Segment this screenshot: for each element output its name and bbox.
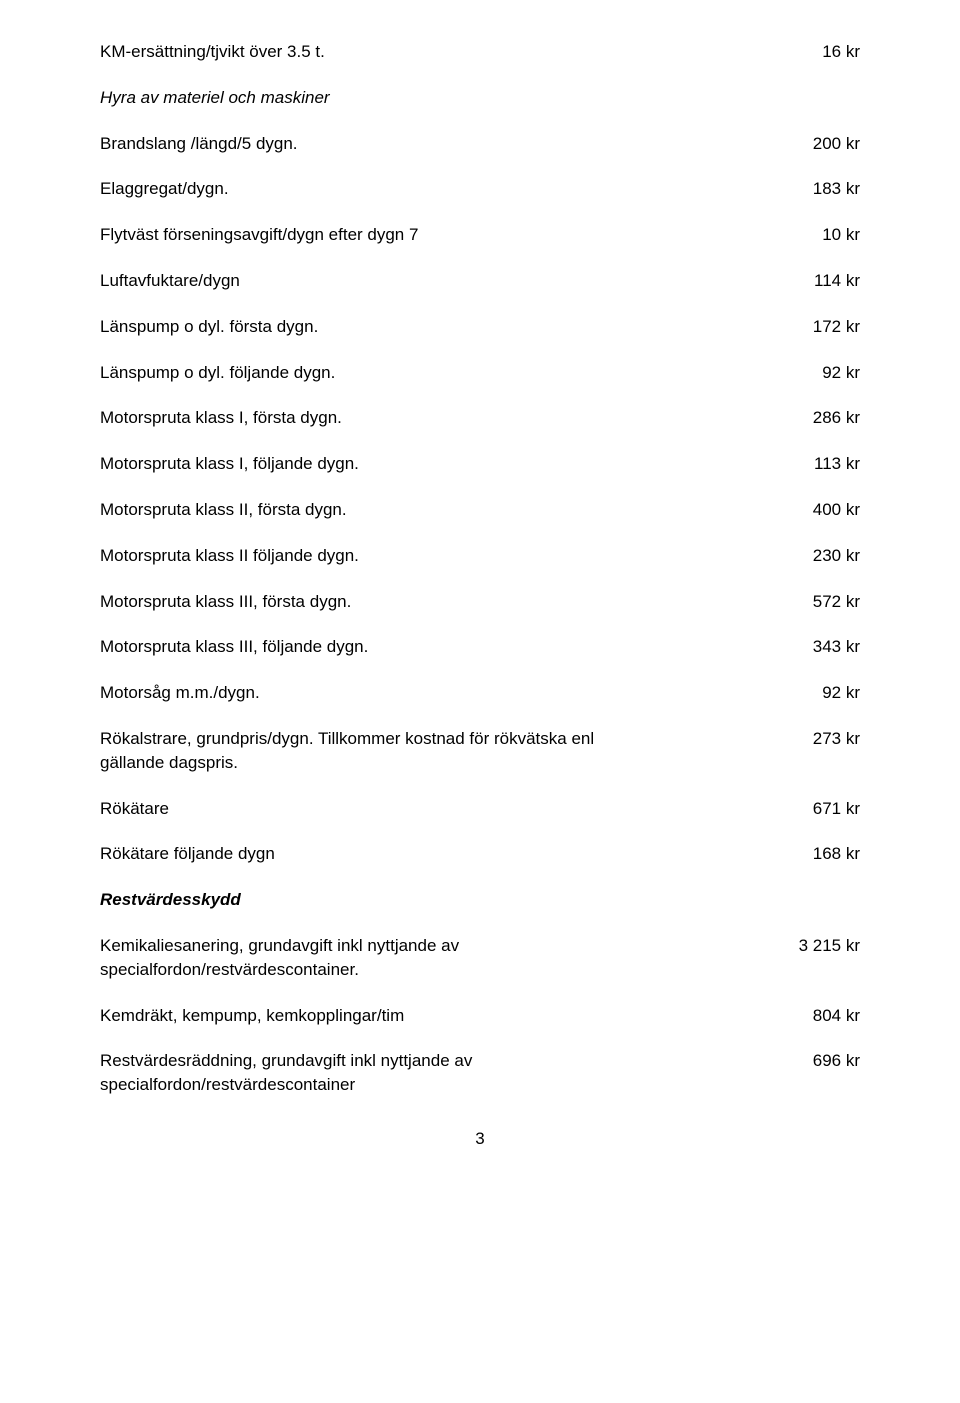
item-label: Restvärdesräddning, grundavgift inkl nyt… xyxy=(100,1049,660,1097)
item-label: Länspump o dyl. följande dygn. xyxy=(100,361,802,385)
item-value: 183 kr xyxy=(793,177,860,201)
price-row: Rökalstrare, grundpris/dygn. Tillkommer … xyxy=(100,727,860,775)
page-number: 3 xyxy=(100,1127,860,1151)
item-value: 200 kr xyxy=(793,132,860,156)
item-label: Rökätare xyxy=(100,797,793,821)
price-row: Kemikaliesanering, grundavgift inkl nytt… xyxy=(100,934,860,982)
item-value: 92 kr xyxy=(802,681,860,705)
price-row: Motorspruta klass I, följande dygn. 113 … xyxy=(100,452,860,476)
item-label: Motorspruta klass II följande dygn. xyxy=(100,544,793,568)
item-value: 10 kr xyxy=(802,223,860,247)
item-value: 572 kr xyxy=(793,590,860,614)
price-row: Motorspruta klass III, första dygn. 572 … xyxy=(100,590,860,614)
price-row: Restvärdesräddning, grundavgift inkl nyt… xyxy=(100,1049,860,1097)
price-row: Motorsåg m.m./dygn. 92 kr xyxy=(100,681,860,705)
item-value: 230 kr xyxy=(793,544,860,568)
item-label: Elaggregat/dygn. xyxy=(100,177,793,201)
price-row: Flytväst förseningsavgift/dygn efter dyg… xyxy=(100,223,860,247)
item-value: 16 kr xyxy=(802,40,860,64)
price-row: Länspump o dyl. första dygn. 172 kr xyxy=(100,315,860,339)
price-row: Rökätare 671 kr xyxy=(100,797,860,821)
item-value: 696 kr xyxy=(793,1049,860,1073)
item-value: 400 kr xyxy=(793,498,860,522)
item-value: 3 215 kr xyxy=(779,934,860,958)
price-row: Rökätare följande dygn 168 kr xyxy=(100,842,860,866)
item-value: 343 kr xyxy=(793,635,860,659)
item-value: 114 kr xyxy=(794,269,860,293)
price-row: Elaggregat/dygn. 183 kr xyxy=(100,177,860,201)
item-label: Motorspruta klass I, följande dygn. xyxy=(100,452,794,476)
section-heading: Restvärdesskydd xyxy=(100,888,860,912)
item-label: Länspump o dyl. första dygn. xyxy=(100,315,793,339)
price-row: Motorspruta klass I, första dygn. 286 kr xyxy=(100,406,860,430)
price-row: Motorspruta klass II följande dygn. 230 … xyxy=(100,544,860,568)
item-value: 172 kr xyxy=(793,315,860,339)
item-label: Kemdräkt, kempump, kemkopplingar/tim xyxy=(100,1004,793,1028)
price-row: Luftavfuktare/dygn 114 kr xyxy=(100,269,860,293)
section-heading: Hyra av materiel och maskiner xyxy=(100,86,860,110)
item-label: Rökätare följande dygn xyxy=(100,842,793,866)
item-value: 113 kr xyxy=(794,452,860,476)
price-row: KM-ersättning/tjvikt över 3.5 t. 16 kr xyxy=(100,40,860,64)
item-value: 286 kr xyxy=(793,406,860,430)
price-row: Brandslang /längd/5 dygn. 200 kr xyxy=(100,132,860,156)
item-label: KM-ersättning/tjvikt över 3.5 t. xyxy=(100,40,802,64)
price-row: Kemdräkt, kempump, kemkopplingar/tim 804… xyxy=(100,1004,860,1028)
item-label: Motorspruta klass I, första dygn. xyxy=(100,406,793,430)
item-label: Motorspruta klass III, följande dygn. xyxy=(100,635,793,659)
item-value: 273 kr xyxy=(793,727,860,751)
price-row: Motorspruta klass II, första dygn. 400 k… xyxy=(100,498,860,522)
item-label: Rökalstrare, grundpris/dygn. Tillkommer … xyxy=(100,727,660,775)
item-label: Motorspruta klass II, första dygn. xyxy=(100,498,793,522)
item-value: 168 kr xyxy=(793,842,860,866)
item-label: Motorsåg m.m./dygn. xyxy=(100,681,802,705)
item-value: 671 kr xyxy=(793,797,860,821)
item-label: Flytväst förseningsavgift/dygn efter dyg… xyxy=(100,223,802,247)
item-label: Luftavfuktare/dygn xyxy=(100,269,794,293)
item-value: 804 kr xyxy=(793,1004,860,1028)
item-label: Brandslang /längd/5 dygn. xyxy=(100,132,793,156)
price-row: Motorspruta klass III, följande dygn. 34… xyxy=(100,635,860,659)
price-row: Länspump o dyl. följande dygn. 92 kr xyxy=(100,361,860,385)
item-label: Kemikaliesanering, grundavgift inkl nytt… xyxy=(100,934,660,982)
item-value: 92 kr xyxy=(802,361,860,385)
item-label: Motorspruta klass III, första dygn. xyxy=(100,590,793,614)
